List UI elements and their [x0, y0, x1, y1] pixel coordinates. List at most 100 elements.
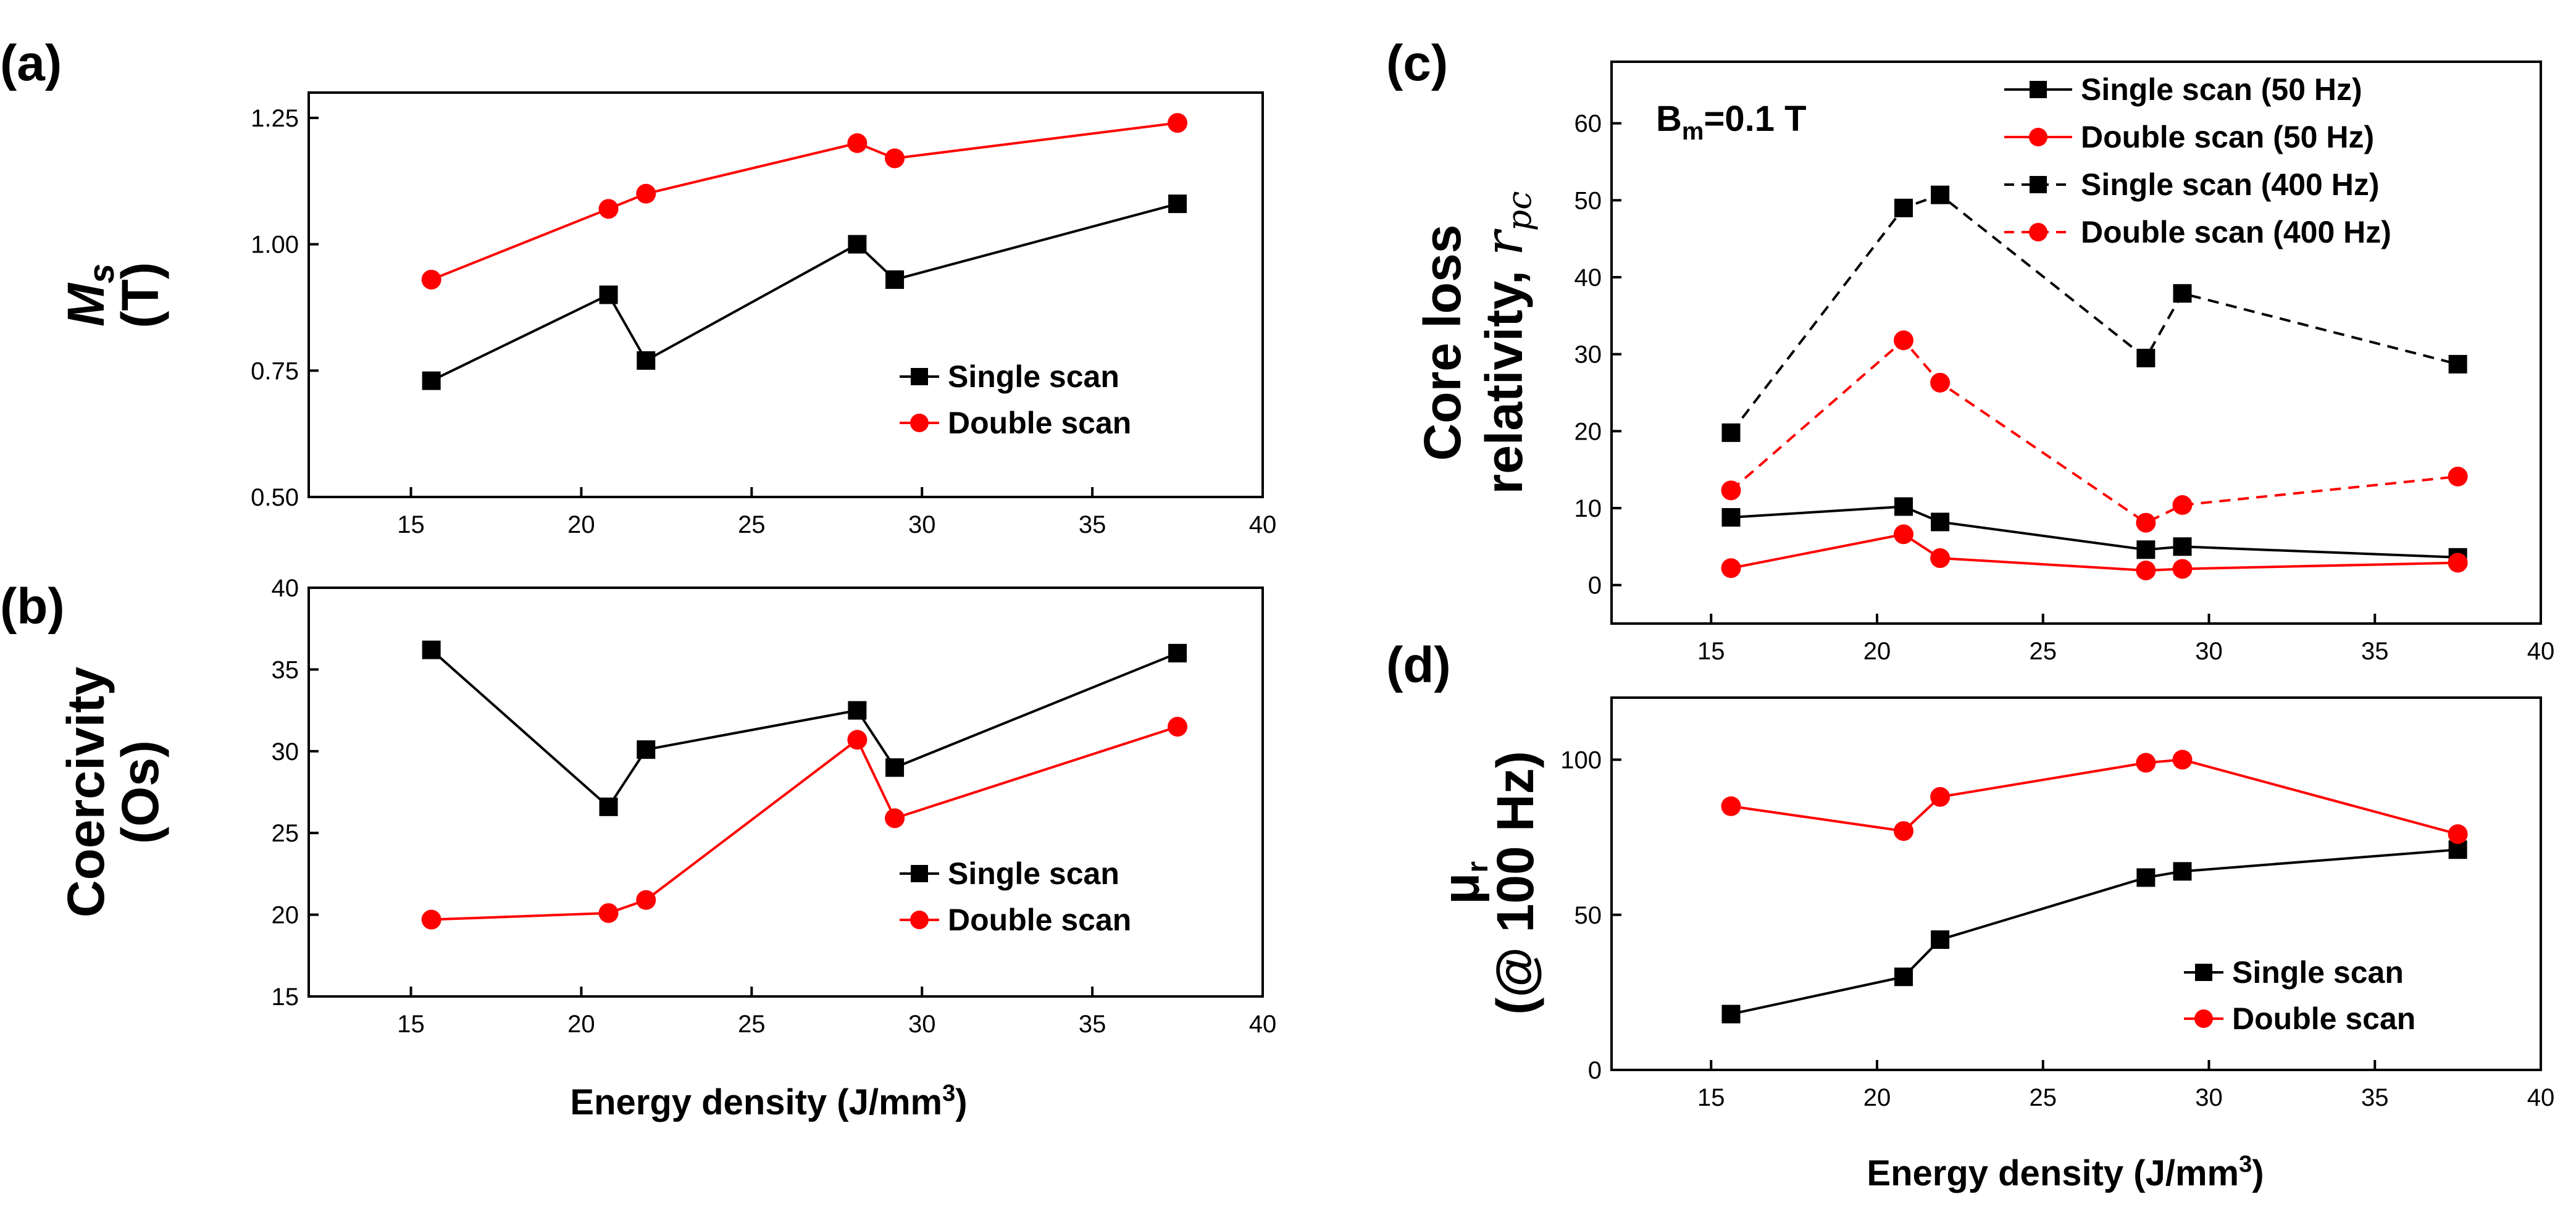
single-scan-point: [885, 270, 905, 289]
legend-double-scan-label: Double scan: [948, 903, 1131, 937]
rpc-symbol: r: [1474, 228, 1534, 256]
y-tick-label: 100: [1560, 747, 1602, 774]
panel-a-frame: [307, 91, 1264, 498]
x-tick-label: 30: [2195, 638, 2223, 665]
double-scan-point: [2136, 753, 2156, 773]
panel-c-x-ticks: 15 20 25 30 35 40: [1697, 614, 2554, 665]
double-scan-400-hz-point: [2448, 466, 2468, 486]
mu-subscript: r: [1462, 861, 1494, 873]
double-scan-line: [1731, 758, 2459, 836]
single-scan-point: [1168, 643, 1187, 662]
panel-c-label: (c): [1386, 35, 1448, 91]
panel-b-x-ticks: 15 20 25 30 35 40: [397, 987, 1276, 1038]
panel-b-x-label: Energy density (J/mm3): [570, 1080, 967, 1122]
y-tick-label: 50: [1574, 187, 1602, 214]
single-scan-point: [1168, 194, 1187, 214]
double-scan-point: [1721, 796, 1741, 816]
x-label-main: Energy density (J/mm: [1867, 1153, 2239, 1193]
bm-subscript: m: [1682, 118, 1704, 145]
single-scan-point: [422, 640, 441, 659]
panel-b-frame: [307, 587, 1264, 998]
core-loss-label: Core loss: [1413, 225, 1471, 461]
coercivity-label: Coercivity: [57, 667, 115, 917]
single-scan-50-hz-point: [1721, 507, 1741, 527]
single-scan-50-hz-point: [1931, 512, 1950, 532]
x-tick-label: 20: [1863, 638, 1891, 665]
x-tick-label: 15: [397, 511, 425, 538]
y-tick-label: 40: [1574, 264, 1602, 291]
y-tick-label: 25: [272, 820, 299, 847]
single-scan-point: [422, 371, 441, 390]
x-label-end: ): [955, 1082, 967, 1122]
bm-symbol: B: [1656, 99, 1682, 139]
panel-b-series: [421, 640, 1188, 930]
single-scan-line: [430, 649, 1178, 809]
single-scan-point: [637, 740, 656, 759]
y-tick-label: 10: [1574, 495, 1602, 522]
double-scan-400-hz-point: [1894, 330, 1913, 351]
single-scan-point: [599, 797, 618, 816]
single-scan-point: [637, 351, 656, 370]
single-scan-50-hz-point: [2173, 537, 2192, 556]
ms-subscript: s: [82, 264, 122, 283]
svg-text:Ms: Ms: [57, 264, 122, 327]
x-tick-label: 40: [1249, 511, 1277, 538]
y-tick-label: 60: [1574, 111, 1602, 138]
single-scan-400-hz-point: [1894, 198, 1913, 217]
legend-double-scan-400-hz-label: Double scan (400 Hz): [2081, 215, 2391, 249]
panel-d-frame: [1610, 696, 2542, 1071]
single-scan-400-hz-line: [1729, 193, 2459, 434]
x-tick-label: 40: [2527, 1084, 2555, 1111]
panel-b-y-label: Coercivity (Os): [57, 667, 169, 917]
single-scan-400-hz-point: [2136, 348, 2156, 367]
double-scan-point: [885, 808, 905, 829]
x-tick-label: 25: [2030, 638, 2057, 665]
y-tick-label: 40: [272, 575, 299, 602]
legend-single-scan-label: Single scan: [948, 856, 1119, 891]
double-scan-point: [1168, 717, 1188, 737]
panel-a-series: [421, 113, 1188, 390]
panel-d-series: [1721, 749, 2468, 1024]
double-scan-50-hz-point: [2172, 559, 2193, 579]
double-scan-point: [847, 730, 868, 750]
rpc-subscript: pc: [1500, 191, 1539, 232]
double-scan-400-hz-point: [1930, 372, 1951, 393]
double-scan-point: [421, 269, 441, 290]
single-scan-point: [848, 701, 867, 720]
legend-double-scan-marker: [2194, 1009, 2213, 1028]
legend-double-scan-50-hz-marker: [2029, 128, 2047, 146]
double-scan-point: [847, 133, 868, 153]
y-tick-label: 0: [1588, 1057, 1602, 1084]
x-label-end: ): [2252, 1153, 2264, 1193]
double-scan-point: [421, 909, 441, 930]
double-scan-50-hz-point: [2136, 560, 2156, 580]
double-scan-400-hz-line: [1730, 338, 2458, 525]
panel-b-label: (b): [0, 578, 65, 635]
panel-c-y-ticks: 0 10 20 30 40 50 60: [1574, 111, 1621, 599]
y-tick-label: 30: [1574, 341, 1602, 369]
svg-text:relativity, rpc: relativity, rpc: [1474, 191, 1539, 495]
double-scan-point: [2172, 749, 2193, 770]
x-tick-label: 20: [1863, 1084, 1891, 1111]
coercivity-unit: (Os): [111, 740, 169, 844]
single-scan-400-hz-point: [2448, 354, 2467, 374]
x-tick-label: 30: [2195, 1084, 2223, 1111]
ms-unit: (T): [111, 262, 169, 328]
panel-d-label: (d): [1386, 637, 1451, 693]
panel-d-y-label: μr (@ 100 Hz): [1432, 751, 1544, 1014]
y-tick-label: 0.75: [251, 357, 299, 385]
panel-c: (c) 15 20 25 30 35 40 0 10 20 30 40 50 60 Core loss…: [1386, 35, 2554, 665]
y-tick-label: 20: [272, 902, 299, 929]
single-scan-50-hz-point: [2136, 540, 2156, 559]
single-scan-point: [1894, 967, 1913, 987]
single-scan-50-hz-point: [1894, 497, 1913, 516]
y-tick-label: 0.50: [251, 484, 299, 511]
panel-a-y-ticks: 0.50 0.75 1.00 1.25: [251, 105, 319, 511]
single-scan-point: [599, 285, 618, 304]
legend-single-scan-400-hz-marker: [2030, 176, 2047, 193]
panel-c-legend: Single scan (50 Hz) Double scan (50 Hz) Si…: [2004, 72, 2391, 249]
svg-text:μr: μr: [1432, 861, 1494, 904]
double-scan-point: [1168, 113, 1188, 133]
panel-d-x-ticks: 15 20 25 30 35 40: [1697, 1060, 2554, 1111]
